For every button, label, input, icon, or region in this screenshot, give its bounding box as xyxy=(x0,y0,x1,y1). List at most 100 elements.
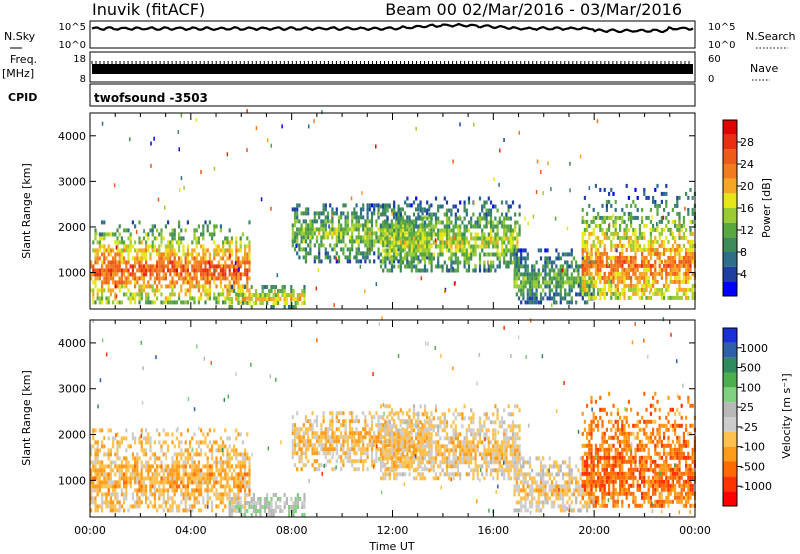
echo-cell xyxy=(570,296,573,301)
echo-cell xyxy=(401,248,405,253)
echo-cell xyxy=(184,252,187,257)
echo-cell xyxy=(175,460,178,465)
echo-cell xyxy=(189,260,192,265)
echo-cell xyxy=(408,203,411,208)
echo-cell xyxy=(118,248,121,253)
echo-cell xyxy=(465,224,468,229)
echo-cell xyxy=(448,220,451,225)
echo-cell xyxy=(291,455,294,460)
echo-cell xyxy=(116,244,119,249)
echo-cell xyxy=(437,252,440,257)
echo-cell xyxy=(572,256,576,261)
echo-cell xyxy=(513,248,516,253)
echo-cell xyxy=(441,204,444,209)
echo-cell xyxy=(638,243,641,248)
echo-cell xyxy=(660,191,663,196)
echo-cell xyxy=(302,235,305,240)
echo-cell xyxy=(528,296,532,301)
echo-cell xyxy=(167,244,170,249)
echo-cell xyxy=(335,251,338,256)
echo-cell xyxy=(572,284,576,289)
echo-cell xyxy=(605,255,608,260)
echo-cell xyxy=(333,431,336,436)
echo-cell xyxy=(189,504,192,509)
echo-cell xyxy=(546,284,549,289)
echo-cell xyxy=(164,284,167,289)
echo-cell xyxy=(456,248,460,253)
echo-cell xyxy=(186,220,189,225)
echo-cell xyxy=(308,124,310,129)
echo-cell xyxy=(90,472,93,477)
echo-cell xyxy=(167,256,170,261)
echo-cell xyxy=(465,240,468,245)
echo-cell xyxy=(320,435,323,440)
echo-cell xyxy=(505,244,508,249)
echo-cell xyxy=(153,248,156,253)
echo-cell xyxy=(601,239,604,244)
echo-cell xyxy=(307,439,310,444)
echo-cell xyxy=(377,207,380,212)
echo-cell xyxy=(579,154,582,159)
echo-cell xyxy=(189,272,192,277)
echo-cell xyxy=(294,297,297,301)
echo-cell xyxy=(660,215,663,220)
echo-cell xyxy=(485,200,488,205)
echo-cell xyxy=(120,436,123,441)
echo-cell xyxy=(452,252,455,257)
echo-cell xyxy=(474,236,477,241)
echo-cell xyxy=(257,497,260,501)
echo-cell xyxy=(98,460,101,465)
echo-cell xyxy=(246,260,249,265)
echo-cell xyxy=(211,236,214,241)
echo-cell xyxy=(342,439,345,444)
echo-cell xyxy=(145,496,148,501)
echo-cell xyxy=(667,255,670,260)
echo-cell xyxy=(608,222,611,227)
echo-cell xyxy=(564,280,567,285)
echo-cell xyxy=(309,227,312,232)
echo-cell xyxy=(293,207,297,212)
echo-cell xyxy=(246,432,249,437)
echo-cell xyxy=(147,280,150,285)
echo-cell xyxy=(417,236,420,241)
echo-cell xyxy=(274,297,277,301)
echo-cell xyxy=(250,297,253,301)
echo-cell xyxy=(184,488,187,493)
echo-cell xyxy=(304,251,308,256)
echo-cell xyxy=(419,200,422,205)
echo-cell xyxy=(324,223,327,228)
echo-cell xyxy=(204,288,207,293)
echo-cell xyxy=(291,427,294,432)
echo-cell xyxy=(364,435,367,440)
echo-cell xyxy=(638,235,641,240)
echo-cell xyxy=(145,436,148,441)
echo-cell xyxy=(594,183,597,188)
echo-cell xyxy=(643,283,646,288)
echo-cell xyxy=(406,224,409,229)
echo-cell xyxy=(355,431,358,436)
y-tick-label: 2000 xyxy=(58,221,86,234)
echo-cell xyxy=(378,211,380,216)
echo-cell xyxy=(213,276,216,281)
echo-cell xyxy=(180,176,183,181)
echo-cell xyxy=(208,284,211,289)
freq-ticks xyxy=(91,61,690,64)
echo-cell xyxy=(164,476,167,481)
echo-cell xyxy=(248,248,251,253)
echo-cell xyxy=(494,252,497,257)
echo-cell xyxy=(674,239,677,244)
echo-cell xyxy=(153,492,156,497)
echo-cell xyxy=(546,272,549,277)
echo-cell xyxy=(120,488,123,493)
echo-cell xyxy=(452,159,454,164)
echo-cell xyxy=(430,219,433,224)
echo-cell xyxy=(293,447,297,452)
echo-cell xyxy=(215,300,218,305)
echo-cell xyxy=(107,284,110,289)
echo-cell xyxy=(92,296,95,301)
echo-cell xyxy=(98,276,101,281)
echo-cell xyxy=(357,239,360,244)
echo-cell xyxy=(292,501,295,505)
echo-cell xyxy=(244,509,247,513)
echo-cell xyxy=(304,223,308,228)
